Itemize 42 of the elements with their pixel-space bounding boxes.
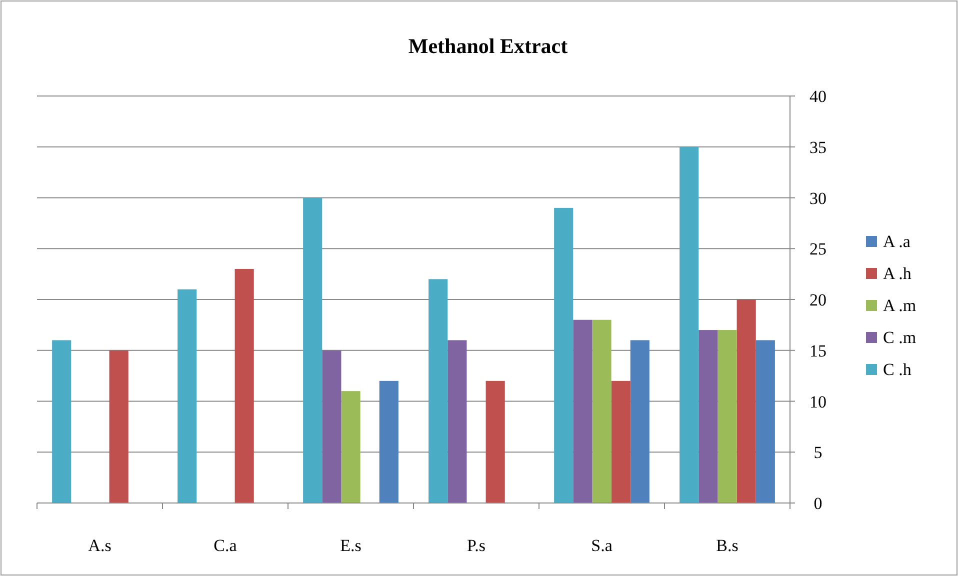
bar <box>448 340 467 503</box>
bar <box>428 279 448 503</box>
bar <box>303 198 322 503</box>
bar <box>698 330 718 503</box>
y-tick-label: 30 <box>810 188 826 208</box>
y-tick-label: 40 <box>810 87 826 106</box>
y-tick-label: 5 <box>814 443 822 462</box>
x-tick-label: B.s <box>716 536 738 555</box>
y-tick-label: 20 <box>810 290 826 310</box>
bar <box>379 380 398 503</box>
y-tick-label: 10 <box>810 392 826 412</box>
bar <box>234 268 254 503</box>
legend-label: A .m <box>883 296 916 315</box>
bar <box>554 208 574 503</box>
bar <box>736 300 756 503</box>
bar <box>178 289 197 503</box>
x-tick-label: S.a <box>591 536 613 555</box>
y-tick-label: 15 <box>810 341 826 360</box>
legend-label: A .a <box>883 232 911 251</box>
y-tick-label: 25 <box>810 240 826 259</box>
bar <box>756 340 775 503</box>
x-tick-label: P.s <box>467 536 486 555</box>
y-tick-label: 35 <box>810 138 826 157</box>
y-tick-label: 0 <box>814 494 822 513</box>
bar <box>611 380 630 503</box>
x-tick-label: E.s <box>340 536 362 555</box>
bar <box>718 330 737 503</box>
legend-label: C .h <box>883 360 912 379</box>
bar <box>52 340 72 503</box>
bar <box>573 320 592 503</box>
bar <box>109 350 128 503</box>
bar <box>322 350 342 503</box>
chart-title: Methanol Extract <box>408 34 568 58</box>
bar <box>341 391 360 503</box>
bar <box>486 380 505 503</box>
legend-label: A .h <box>883 264 912 283</box>
bar <box>630 340 650 503</box>
legend-label: C .m <box>883 328 916 347</box>
x-tick-label: C.a <box>214 536 238 555</box>
x-tick-label: A.s <box>88 536 112 555</box>
bar <box>680 146 699 503</box>
bar <box>592 320 612 503</box>
